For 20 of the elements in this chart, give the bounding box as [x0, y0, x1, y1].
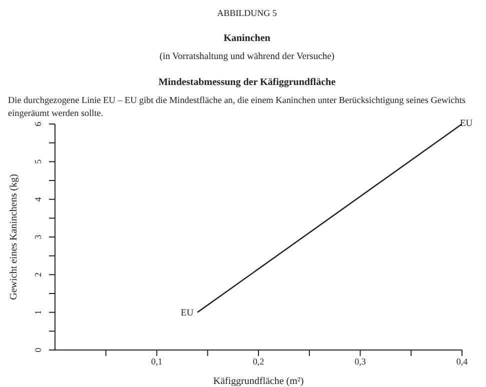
y-tick-label: 6	[33, 121, 43, 126]
y-axis-title: Gewicht eines Kaninchens (kg)	[8, 174, 20, 300]
text: Die durchgezogene Linie EU – EU gibt die Mindestfläche an, die einem Kaninchen unter Berücksichtigung seines Gewichts eingeräumt werden sollte.	[8, 94, 466, 120]
y-tick-label: 0	[33, 347, 43, 352]
text: Mindestabmessung der Käfiggrundfläche	[157, 77, 337, 88]
y-tick-label: 3	[33, 234, 43, 240]
annotation: EU	[460, 119, 473, 129]
x-tick-label: 0,4	[456, 356, 468, 366]
text: (in Vorratshaltung und während der Versuche)	[158, 52, 336, 62]
x-tick-label: 0,2	[252, 356, 264, 366]
x-tick-label: 0,3	[354, 356, 366, 366]
x-axis-title: Käfiggrundfläche (m²)	[213, 376, 304, 387]
chart-title: ABBILDUNG 5	[216, 8, 278, 18]
y-tick-label: 4	[33, 196, 43, 202]
y-tick-label: 1	[33, 310, 43, 315]
annotation: EU	[180, 308, 194, 319]
chart-subtitle: Kaninchen	[222, 33, 272, 44]
y-tick-label: 5	[33, 158, 43, 164]
x-tick-label: 0,1	[151, 356, 162, 366]
y-tick-label: 2	[33, 272, 43, 277]
